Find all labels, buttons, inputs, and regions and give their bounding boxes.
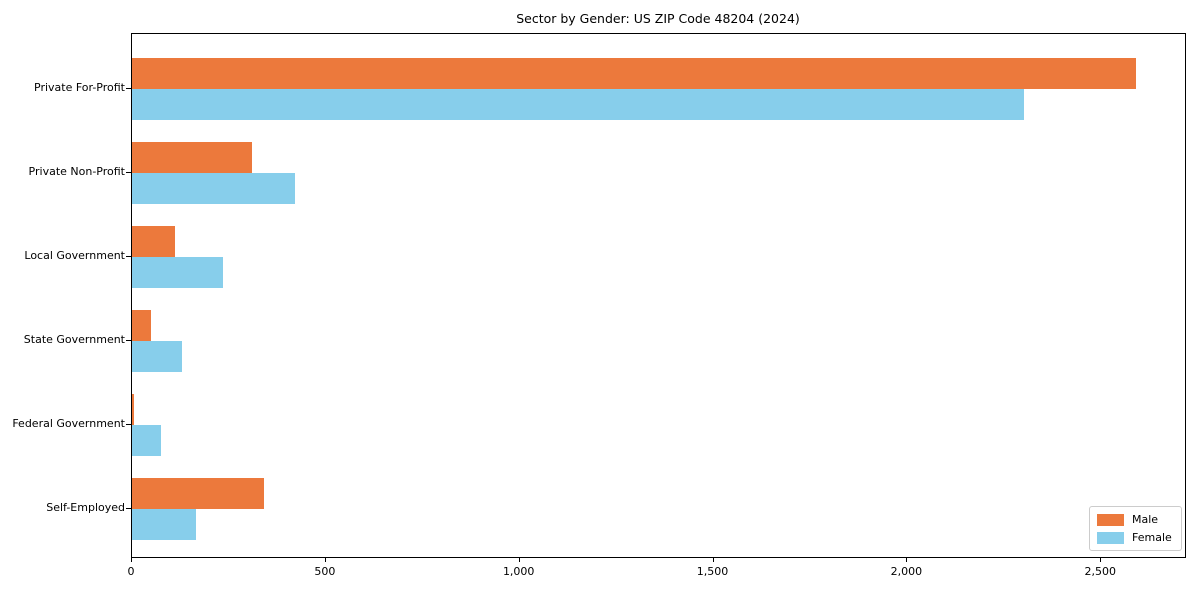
legend-swatch-female-icon: [1097, 531, 1124, 544]
bar-male-state-government: [132, 310, 152, 341]
y-tick-mark: [126, 508, 131, 509]
legend-item-male: Male: [1097, 513, 1172, 526]
bar-female-local-government: [132, 257, 224, 288]
y-tick-mark: [126, 424, 131, 425]
x-tick-label: 0: [127, 565, 135, 578]
y-tick-mark: [126, 256, 131, 257]
y-axis-label: Local Government: [24, 249, 125, 262]
chart-title: Sector by Gender: US ZIP Code 48204 (202…: [516, 11, 800, 26]
y-axis-label: Private For-Profit: [34, 81, 125, 94]
legend-swatch-male-icon: [1097, 513, 1124, 526]
x-tick-mark: [324, 558, 326, 562]
y-axis-label: State Government: [23, 333, 125, 346]
x-tick-label: 500: [314, 565, 336, 578]
x-tick-mark: [712, 558, 714, 562]
x-tick-label: 1,500: [696, 565, 729, 578]
legend: Male Female: [1089, 506, 1182, 551]
bar-male-federal-government: [132, 394, 134, 425]
legend-label-male: Male: [1132, 513, 1159, 526]
bar-female-federal-government: [132, 425, 162, 456]
y-tick-mark: [126, 340, 131, 341]
y-axis-label: Federal Government: [12, 417, 125, 430]
bar-male-local-government: [132, 226, 175, 257]
bar-male-self-employed: [132, 478, 264, 509]
x-tick-mark: [1100, 558, 1102, 562]
bar-male-private-for-profit: [132, 58, 1137, 89]
x-tick-label: 2,500: [1084, 565, 1117, 578]
x-tick-mark: [131, 558, 132, 562]
bar-male-private-non-profit: [132, 142, 253, 173]
bar-female-self-employed: [132, 509, 196, 540]
plot-area: [131, 33, 1186, 558]
x-tick-label: 2,000: [890, 565, 923, 578]
legend-label-female: Female: [1132, 531, 1172, 544]
y-tick-mark: [126, 88, 131, 89]
bar-female-private-non-profit: [132, 173, 295, 204]
y-tick-mark: [126, 172, 131, 173]
x-tick-label: 1,000: [502, 565, 535, 578]
y-axis-label: Self-Employed: [46, 501, 125, 514]
x-tick-mark: [906, 558, 908, 562]
bar-female-private-for-profit: [132, 89, 1024, 120]
x-tick-mark: [518, 558, 520, 562]
bar-female-state-government: [132, 341, 183, 372]
y-axis-label: Private Non-Profit: [28, 165, 125, 178]
legend-item-female: Female: [1097, 531, 1172, 544]
